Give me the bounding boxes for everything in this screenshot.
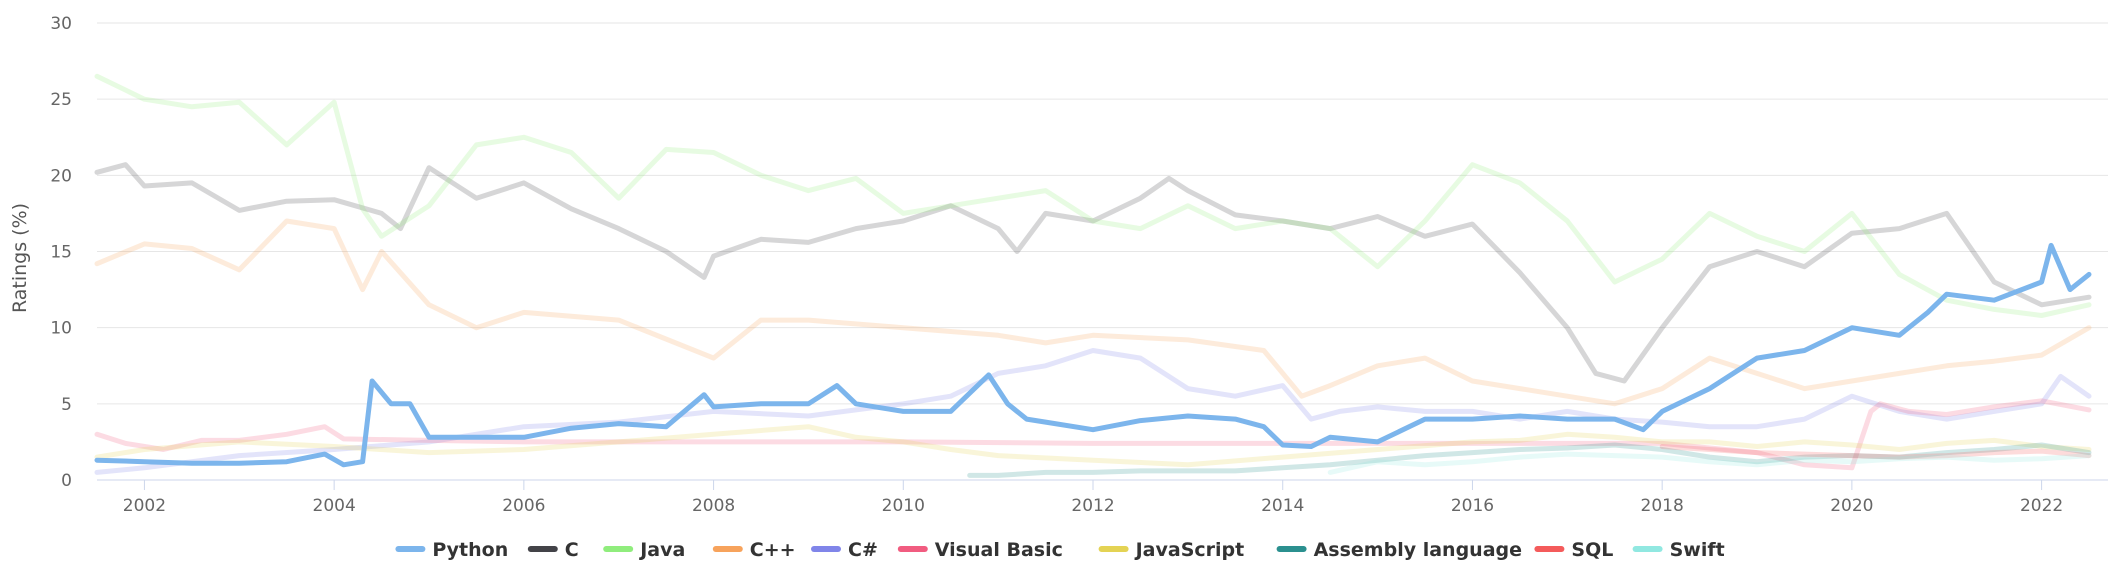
y-tick-label: 15: [50, 243, 72, 263]
legend-label: Visual Basic: [935, 539, 1063, 561]
x-tick-label: 2018: [1641, 496, 1684, 516]
y-tick-label: 25: [50, 90, 72, 110]
legend-label: Assembly language: [1314, 539, 1522, 561]
legend-label: C: [565, 539, 579, 561]
x-tick-label: 2016: [1451, 496, 1494, 516]
plot-area: [94, 73, 2092, 478]
legend-label: JavaScript: [1134, 539, 1245, 561]
legend-label: Python: [432, 539, 508, 561]
legend-item-javascript[interactable]: JavaScript: [1098, 539, 1245, 561]
x-tick-label: 2020: [1830, 496, 1873, 516]
legend: Python C Java C++ C# Visual Basic JavaScript As…: [395, 539, 1725, 561]
series-line-java[interactable]: [94, 73, 2092, 318]
x-tick-label: 2014: [1261, 496, 1304, 516]
legend-item-visual-basic[interactable]: Visual Basic: [897, 539, 1063, 561]
legend-item-assembly-language[interactable]: Assembly language: [1276, 539, 1522, 561]
series-line-c[interactable]: [94, 162, 2092, 384]
legend-item-c[interactable]: C: [527, 539, 579, 561]
legend-label: C#: [848, 539, 878, 561]
y-tick-label: 20: [50, 166, 72, 186]
legend-item-c[interactable]: C#: [811, 539, 878, 561]
y-tick-label: 10: [50, 319, 72, 339]
y-axis-title: Ratings (%): [9, 203, 31, 313]
series-line-assembly-language[interactable]: [967, 442, 2092, 478]
series-line-visual-basic[interactable]: [94, 398, 2092, 471]
legend-label: Java: [638, 539, 685, 561]
series-line-c[interactable]: [94, 218, 2092, 407]
x-tick-label: 2004: [313, 496, 356, 516]
y-tick-label: 30: [50, 14, 72, 34]
x-tick-label: 2012: [1071, 496, 1114, 516]
x-tick-label: 2002: [123, 496, 166, 516]
legend-item-swift[interactable]: Swift: [1632, 539, 1725, 561]
series-line-swift[interactable]: [1327, 451, 2092, 475]
y-tick-label: 0: [61, 471, 72, 491]
grid-lines: [97, 22, 2108, 481]
series-line-sql[interactable]: [1659, 444, 2092, 460]
legend-item-c[interactable]: C++: [712, 539, 796, 561]
x-tick-label: 2006: [502, 496, 545, 516]
axes: 0 5 10 15 20 25 30 2002 2004 2006 2008 2010 2012 2014…: [50, 14, 2108, 516]
legend-item-sql[interactable]: SQL: [1534, 539, 1613, 561]
x-tick-label: 2022: [2020, 496, 2063, 516]
legend-label: Swift: [1670, 539, 1725, 561]
x-tick-label: 2008: [692, 496, 735, 516]
legend-item-python[interactable]: Python: [395, 539, 508, 561]
x-tick-label: 2010: [882, 496, 925, 516]
series-line-javascript[interactable]: [94, 424, 2092, 468]
legend-item-java[interactable]: Java: [603, 539, 685, 561]
y-tick-label: 5: [61, 395, 72, 415]
legend-label: C++: [750, 539, 796, 561]
legend-label: SQL: [1571, 539, 1613, 561]
series-line-python[interactable]: [94, 242, 2092, 468]
